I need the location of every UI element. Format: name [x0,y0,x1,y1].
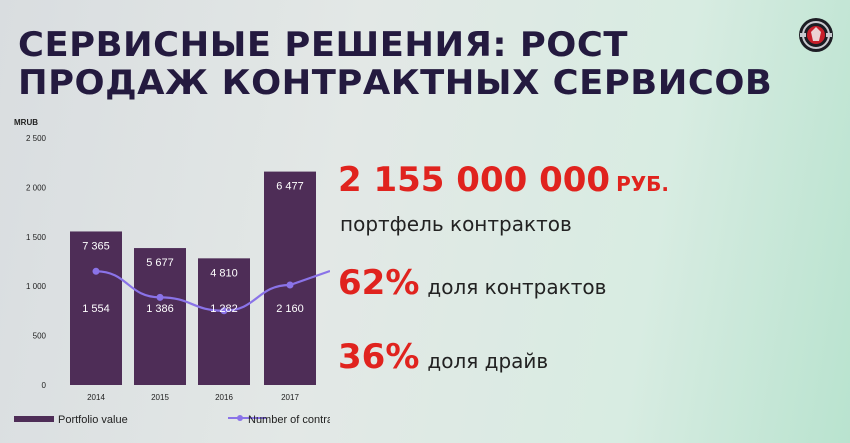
legend-label-contracts: Number of contracts [248,414,330,426]
stat-portfolio: 2 155 000 000 РУБ. [338,160,669,200]
y-tick-label: 2 500 [26,134,47,143]
contracts-point-2015 [156,293,164,301]
griffin-emblem-icon [799,18,833,52]
stat-contract-share-value: 62% [338,263,420,303]
stat-portfolio-value: 2 155 000 000 [338,160,611,200]
bar-value-label: 2 160 [276,303,304,315]
contracts-value-label: 6 477 [276,181,304,193]
bar-value-label: 1 282 [210,303,238,315]
contracts-line-path [95,269,330,312]
contracts-point-2016 [220,307,228,315]
line-value-labels: 7 365 5 677 4 810 6 477 [82,181,304,280]
x-tick-label: 2017 [281,393,299,402]
contracts-value-label: 5 677 [146,257,174,269]
stat-drive-share-desc: доля драйв [427,349,549,373]
bar-2016 [198,258,250,385]
bar-2014 [70,231,122,385]
stat-drive-share: 36% доля драйв [338,337,548,377]
bar-value-label: 1 386 [146,303,174,315]
x-axis-ticks: 2014 2015 2016 2017 [87,393,299,402]
y-tick-label: 2 000 [26,183,47,192]
legend: Portfolio value Number of contracts [14,414,330,426]
x-tick-label: 2014 [87,393,105,402]
stat-contract-share-desc: доля контрактов [427,275,607,299]
legend-label-portfolio: Portfolio value [58,414,128,426]
contracts-point-2014 [92,267,100,275]
contracts-line [92,267,330,315]
slide-title: СЕРВИСНЫЕ РЕШЕНИЯ: РОСТ ПРОДАЖ КОНТРАКТН… [18,26,772,102]
bar-value-label: 1 554 [82,303,110,315]
y-tick-label: 0 [42,381,47,390]
y-tick-label: 500 [33,332,47,341]
contracts-value-label: 7 365 [82,240,110,252]
y-axis-ticks: 0 500 1 000 1 500 2 000 2 500 [26,134,47,390]
stat-portfolio-desc: портфель контрактов [340,212,572,236]
stat-portfolio-unit: РУБ. [616,172,670,196]
y-tick-label: 1 500 [26,233,47,242]
contracts-value-label: 4 810 [210,267,238,279]
legend-marker-contracts [237,415,243,421]
slide-title-line-2: ПРОДАЖ КОНТРАКТНЫХ СЕРВИСОВ [18,63,773,103]
portfolio-chart: MRUB 0 500 1 000 1 500 2 000 2 500 1 554 1 386… [14,118,330,426]
y-axis-label: MRUB [14,118,38,127]
stat-contract-share: 62% доля контрактов [338,263,606,303]
bars [70,171,316,385]
bar-value-labels: 1 554 1 386 1 282 2 160 [82,303,304,315]
slide-title-line-1: СЕРВИСНЫЕ РЕШЕНИЯ: РОСТ [18,25,628,65]
stat-drive-share-value: 36% [338,337,420,377]
y-tick-label: 1 000 [26,282,47,291]
x-tick-label: 2015 [151,393,169,402]
legend-swatch-portfolio [14,416,54,422]
bar-2015 [134,248,186,385]
contracts-point-2017 [286,281,294,289]
x-tick-label: 2016 [215,393,233,402]
